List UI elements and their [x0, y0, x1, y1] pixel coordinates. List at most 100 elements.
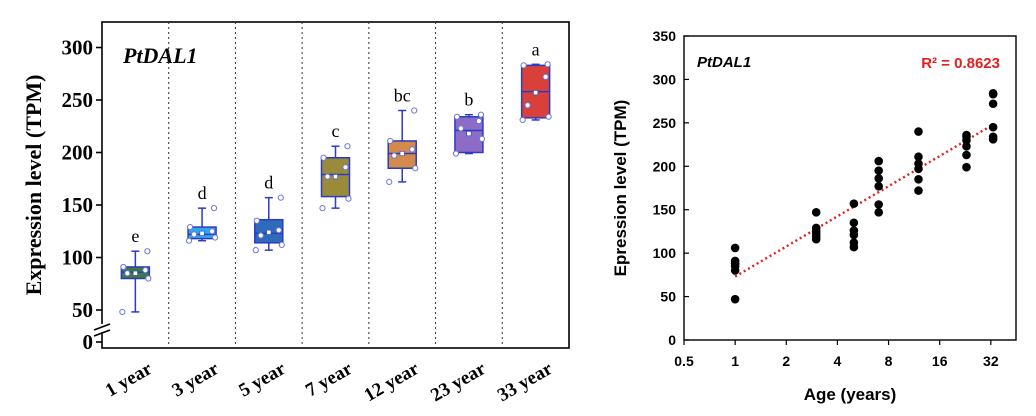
- scatter-point: [914, 127, 923, 136]
- data-point: [119, 308, 126, 316]
- significance-letter: a: [532, 39, 540, 59]
- data-point: [324, 173, 331, 180]
- scatter-point: [988, 132, 998, 142]
- scatter-y-tick-label: 300: [653, 71, 677, 87]
- scatter-y-tick-label: 350: [653, 28, 677, 44]
- data-point: [386, 178, 393, 185]
- mean-marker: [199, 230, 205, 236]
- scatter-point: [988, 89, 998, 98]
- scatter-point: [988, 99, 998, 109]
- scatter-y-tick-label: 250: [653, 115, 677, 131]
- data-point: [520, 62, 527, 69]
- boxplot-frame: [101, 21, 570, 349]
- scatter-point: [962, 142, 971, 151]
- box-group: e 1 year: [102, 226, 156, 401]
- boxplot-y-tick-label: 150: [62, 193, 94, 217]
- scatter-title: PtDAL1: [697, 54, 751, 71]
- data-point: [409, 146, 416, 153]
- scatter-x-tick-label: 16: [932, 353, 948, 369]
- data-point: [210, 205, 218, 212]
- scatter-y-tick-label: 50: [660, 289, 676, 305]
- scatter-point: [874, 166, 884, 175]
- category-label: 23 year: [427, 358, 490, 406]
- scatter-x-tick-label: 32: [983, 353, 999, 369]
- significance-letter: bc: [394, 86, 411, 106]
- scatter-point: [849, 226, 859, 235]
- data-point: [524, 102, 531, 109]
- scatter-point: [914, 159, 923, 168]
- data-point: [278, 241, 285, 248]
- data-point: [190, 231, 198, 238]
- mean-marker: [399, 151, 405, 157]
- scatter-points: [730, 89, 998, 304]
- data-point: [208, 228, 216, 235]
- y-axis-break-marker: [93, 323, 111, 337]
- scatter-point: [988, 122, 998, 132]
- data-point: [345, 195, 352, 202]
- boxplot-y-tick-label: 200: [62, 141, 94, 165]
- box-group: a 33 year: [494, 39, 557, 406]
- scatter-x-tick-label: 0.5: [674, 353, 694, 369]
- data-point: [186, 223, 194, 231]
- scatter-y-axis-label: Epression level (TPM): [611, 100, 630, 277]
- box-group: bc 12 year: [361, 86, 424, 407]
- data-point: [412, 165, 419, 172]
- category-label: 5 year: [235, 358, 289, 402]
- data-point: [519, 116, 526, 124]
- scatter-frame: [683, 35, 1017, 341]
- data-point: [477, 111, 485, 118]
- scatter-point: [962, 150, 971, 160]
- scatter-point: [874, 156, 884, 166]
- data-point: [253, 217, 260, 224]
- scatter-y-tick-label: 0: [668, 332, 676, 348]
- boxplot-y-tick-label: 50: [72, 298, 93, 322]
- scatter-y-tick-label: 200: [653, 158, 677, 174]
- data-point: [478, 135, 486, 142]
- significance-letter: d: [264, 173, 273, 193]
- significance-letter: d: [198, 183, 207, 203]
- scatter-point: [874, 181, 884, 191]
- data-point: [475, 117, 483, 125]
- boxplot-y-tick-label: 0: [83, 330, 94, 354]
- scatter-ticks: 0 50 100 150 200 250 300 350 0.5 1 2 4 8 16 32: [653, 28, 999, 369]
- scatter-point: [811, 208, 821, 217]
- data-point: [319, 205, 326, 212]
- category-label: 12 year: [361, 358, 424, 406]
- scatter-point: [811, 223, 821, 233]
- boxplot-y-ticks: 0 50 100 150 200 250 300: [62, 36, 102, 354]
- scatter-y-tick-label: 150: [653, 202, 677, 218]
- boxplot-separators: [168, 22, 503, 348]
- data-point: [211, 234, 219, 241]
- scatter-x-axis-label: Age (years): [804, 385, 897, 404]
- category-label: 7 year: [302, 358, 356, 402]
- scatter-point: [849, 238, 859, 248]
- data-point: [275, 227, 282, 234]
- category-label: 33 year: [494, 358, 557, 406]
- scatter-point: [730, 256, 740, 266]
- scatter-point: [730, 243, 740, 253]
- scatter-point: [874, 200, 884, 209]
- data-point: [185, 237, 193, 244]
- scatter-point: [730, 294, 740, 304]
- data-point: [277, 194, 284, 201]
- mean-marker: [266, 229, 272, 235]
- scatter-point: [914, 152, 923, 162]
- data-point: [542, 73, 549, 81]
- data-point: [453, 113, 461, 120]
- boxplot-y-tick-label: 100: [62, 246, 94, 270]
- scatter-point: [914, 186, 923, 195]
- boxplot-title: PtDAL1: [122, 43, 198, 68]
- data-point: [124, 270, 131, 277]
- significance-letter: e: [131, 226, 139, 246]
- category-label: 3 year: [169, 358, 223, 402]
- scatter-chart: PtDAL1 R² = 0.8623 Age (years) Epression…: [611, 28, 1017, 404]
- data-point: [145, 275, 152, 282]
- data-point: [387, 137, 394, 145]
- scatter-point: [962, 130, 971, 140]
- scatter-x-tick-label: 8: [885, 353, 893, 369]
- boxplot-y-tick-label: 250: [62, 88, 94, 112]
- box-group: d 5 year: [235, 173, 289, 402]
- significance-letter: b: [464, 90, 473, 110]
- box-group: b 23 year: [427, 90, 490, 406]
- data-point: [120, 263, 127, 271]
